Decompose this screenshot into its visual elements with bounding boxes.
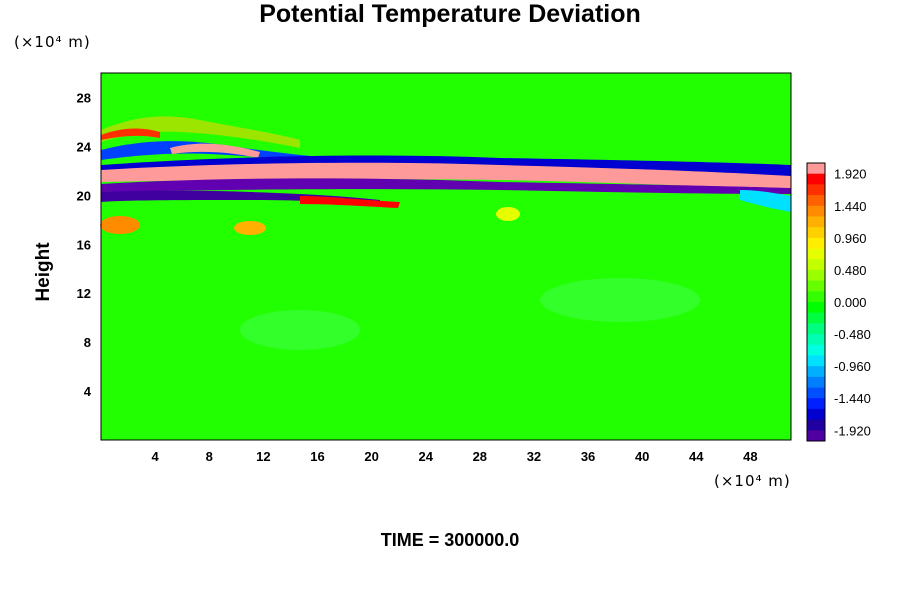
y-tick-label: 12: [77, 286, 91, 301]
warm-blob-yellow: [496, 207, 520, 221]
y-tick-labels: 4 8 12 16 20 24 28: [77, 90, 92, 399]
x-tick-label: 4: [152, 449, 160, 464]
colorbar-swatch: [807, 259, 825, 271]
colorbar: [806, 162, 826, 442]
wave-crest-upper-1: [101, 116, 300, 148]
colorbar-tick-labels: 1.920 1.440 0.960 0.480 0.000 -0.480 -0.960 -1.…: [834, 167, 871, 439]
colorbar-swatch: [807, 291, 825, 303]
colorbar-swatch: [807, 323, 825, 335]
x-tick-label: 28: [473, 449, 487, 464]
x-axis-unit: (×10⁴ m): [714, 472, 791, 490]
colorbar-swatch: [807, 312, 825, 324]
warm-band-pink: [101, 162, 791, 190]
plot-frame: [100, 72, 792, 441]
colorbar-swatch: [807, 387, 825, 399]
x-tick-label: 24: [418, 449, 433, 464]
cold-core-purple: [101, 178, 791, 194]
x-tick-label: 48: [743, 449, 757, 464]
colorbar-tick-label: -0.480: [834, 327, 871, 342]
colorbar-swatch: [807, 269, 825, 282]
colorbar-swatch: [807, 184, 825, 196]
colorbar-swatch: [807, 248, 825, 260]
colorbar-swatch: [807, 173, 825, 185]
colorbar-tick-label: 0.960: [834, 231, 867, 246]
colorbar-tick-label: -1.920: [834, 423, 871, 438]
colorbar-swatch: [807, 408, 825, 421]
colorbar-tick-label: -1.440: [834, 391, 871, 406]
colorbar-swatch: [807, 195, 825, 207]
colorbar-tick-label: 1.440: [834, 199, 867, 214]
x-tick-label: 40: [635, 449, 649, 464]
y-tick-label: 4: [84, 384, 92, 399]
y-tick-label: 28: [77, 90, 91, 105]
colorbar-tick-label: 0.000: [834, 295, 867, 310]
heatmap-field: [100, 73, 791, 440]
colorbar-tick-label: -0.960: [834, 359, 871, 374]
colorbar-tick-label: 0.480: [834, 263, 867, 278]
colorbar-frame: [806, 162, 826, 442]
colorbar-tick-label: 1.920: [834, 167, 867, 182]
time-label: TIME = 300000.0: [380, 530, 520, 550]
warm-edge-red: [300, 196, 400, 208]
x-tick-label: 36: [581, 449, 595, 464]
colorbar-swatch: [807, 237, 825, 250]
colorbar-swatch: [807, 302, 825, 314]
colorbar-swatch: [807, 419, 825, 431]
colorbar-swatch: [807, 344, 825, 356]
colorbar-swatch: [807, 227, 825, 239]
wave-crest-red-1: [101, 128, 160, 140]
colorbar-swatch: [807, 216, 825, 228]
y-tick-label: 24: [77, 139, 92, 154]
x-tick-labels: 4 8 12 16 20 24 28 32 36 40 44 48: [152, 449, 758, 464]
x-tick-label: 16: [310, 449, 324, 464]
colorbar-swatch: [807, 280, 825, 292]
y-tick-label: 20: [77, 188, 91, 203]
y-tick-label: 16: [77, 237, 91, 252]
x-tick-label: 8: [206, 449, 213, 464]
y-tick-label: 8: [84, 335, 91, 350]
y-axis-unit: (×10⁴ m): [14, 33, 91, 51]
x-tick-label: 44: [689, 449, 704, 464]
x-tick-label: 12: [256, 449, 270, 464]
faint-patch-2: [540, 278, 700, 322]
colorbar-swatch: [807, 398, 825, 410]
colorbar-swatch: [807, 355, 825, 367]
warm-blob-left: [100, 216, 140, 234]
cold-patch-cyan: [740, 190, 791, 212]
colorbar-swatch: [807, 163, 825, 175]
x-tick-label: 20: [364, 449, 378, 464]
colorbar-swatch: [807, 430, 825, 442]
wave-crest-pink-1: [170, 143, 260, 158]
colorbar-swatch: [807, 334, 825, 346]
colorbar-swatch: [807, 205, 825, 217]
chart-title: Potential Temperature Deviation: [259, 0, 641, 28]
warm-blob-mid: [234, 221, 266, 235]
colorbar-swatch: [807, 376, 825, 389]
x-tick-label: 32: [527, 449, 541, 464]
colorbar-swatch: [807, 366, 825, 378]
faint-patch-1: [240, 310, 360, 350]
